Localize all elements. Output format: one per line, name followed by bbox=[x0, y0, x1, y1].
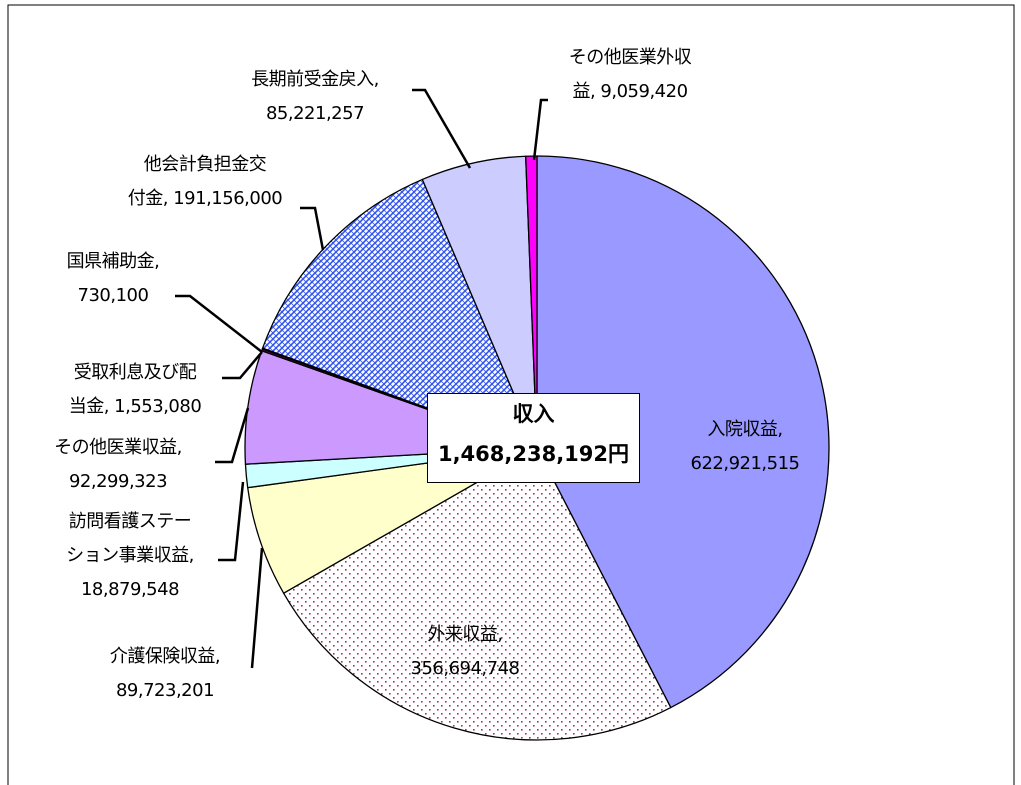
value-label: 18,879,548 bbox=[80, 579, 180, 600]
pie-slice bbox=[536, 155, 830, 709]
data-label: 訪問看護ステー ション事業収益, 18,879,548 bbox=[66, 505, 194, 607]
data-label: 国県補助金, 730,100 bbox=[67, 245, 160, 313]
leader-line bbox=[215, 407, 250, 464]
value-label: 1,553,080 bbox=[114, 396, 202, 417]
value-label: 92,299,323 bbox=[68, 471, 168, 492]
leader-line bbox=[532, 98, 548, 161]
separator: , bbox=[162, 188, 169, 209]
data-label: 受取利息及び配 当金, 1,553,080 bbox=[69, 356, 202, 424]
category-label: 外来収益 bbox=[427, 624, 498, 645]
leader-line bbox=[222, 351, 263, 380]
category-label: その他医業収益 bbox=[54, 437, 177, 458]
value-label: 191,156,000 bbox=[173, 188, 283, 209]
value-label: 9,059,420 bbox=[600, 81, 688, 102]
pie-slice bbox=[525, 155, 538, 449]
separator: , bbox=[188, 545, 195, 566]
separator: , bbox=[214, 646, 221, 667]
category-label: 国県補助金 bbox=[66, 251, 155, 272]
leader-line bbox=[250, 547, 264, 669]
leader-line bbox=[412, 88, 472, 169]
chart-title: 収入 bbox=[512, 402, 555, 426]
category-label: 長期前受金戻入 bbox=[251, 69, 374, 90]
separator: , bbox=[589, 81, 596, 102]
data-label: 外来収益, 356,694,748 bbox=[410, 618, 520, 686]
leader-line bbox=[300, 206, 325, 251]
category-label: 受取利息及び配 当金 bbox=[68, 362, 197, 417]
value-label: 356,694,748 bbox=[410, 658, 520, 679]
center-box: 収入 1,468,238,192円 bbox=[427, 393, 640, 483]
value-label: 89,723,201 bbox=[115, 680, 215, 701]
leader-line bbox=[175, 294, 263, 353]
data-label: 他会計負担金交 付金, 191,156,000 bbox=[127, 148, 283, 216]
data-label: 長期前受金戻入, 85,221,257 bbox=[251, 63, 379, 131]
category-label: 訪問看護ステー ション事業収益 bbox=[66, 511, 192, 566]
pie-slice bbox=[261, 178, 538, 449]
separator: , bbox=[176, 437, 183, 458]
category-label: 他会計負担金交 付金 bbox=[127, 154, 267, 209]
value-label: 730,100 bbox=[77, 285, 149, 306]
pie-slice bbox=[282, 447, 672, 741]
separator: , bbox=[497, 624, 503, 645]
category-label: その他医業外収益 bbox=[568, 47, 692, 102]
separator: , bbox=[373, 69, 380, 90]
data-label: その他医業収益, 92,299,323 bbox=[54, 431, 182, 499]
data-label: 介護保険収益, 89,723,201 bbox=[109, 640, 221, 708]
category-label: 介護保険収益 bbox=[109, 646, 216, 667]
leader-line bbox=[218, 481, 245, 562]
separator: , bbox=[103, 396, 110, 417]
category-label: 入院収益 bbox=[707, 419, 778, 440]
frame bbox=[7, 4, 1015, 785]
value-label: 85,221,257 bbox=[265, 103, 365, 124]
data-label: その他医業外収 益, 9,059,420 bbox=[569, 41, 692, 109]
separator: , bbox=[777, 419, 783, 440]
data-label: 入院収益, 622,921,515 bbox=[690, 413, 800, 481]
value-label: 622,921,515 bbox=[690, 453, 800, 474]
separator: , bbox=[154, 251, 160, 272]
total-label: 1,468,238,192円 bbox=[437, 442, 630, 466]
